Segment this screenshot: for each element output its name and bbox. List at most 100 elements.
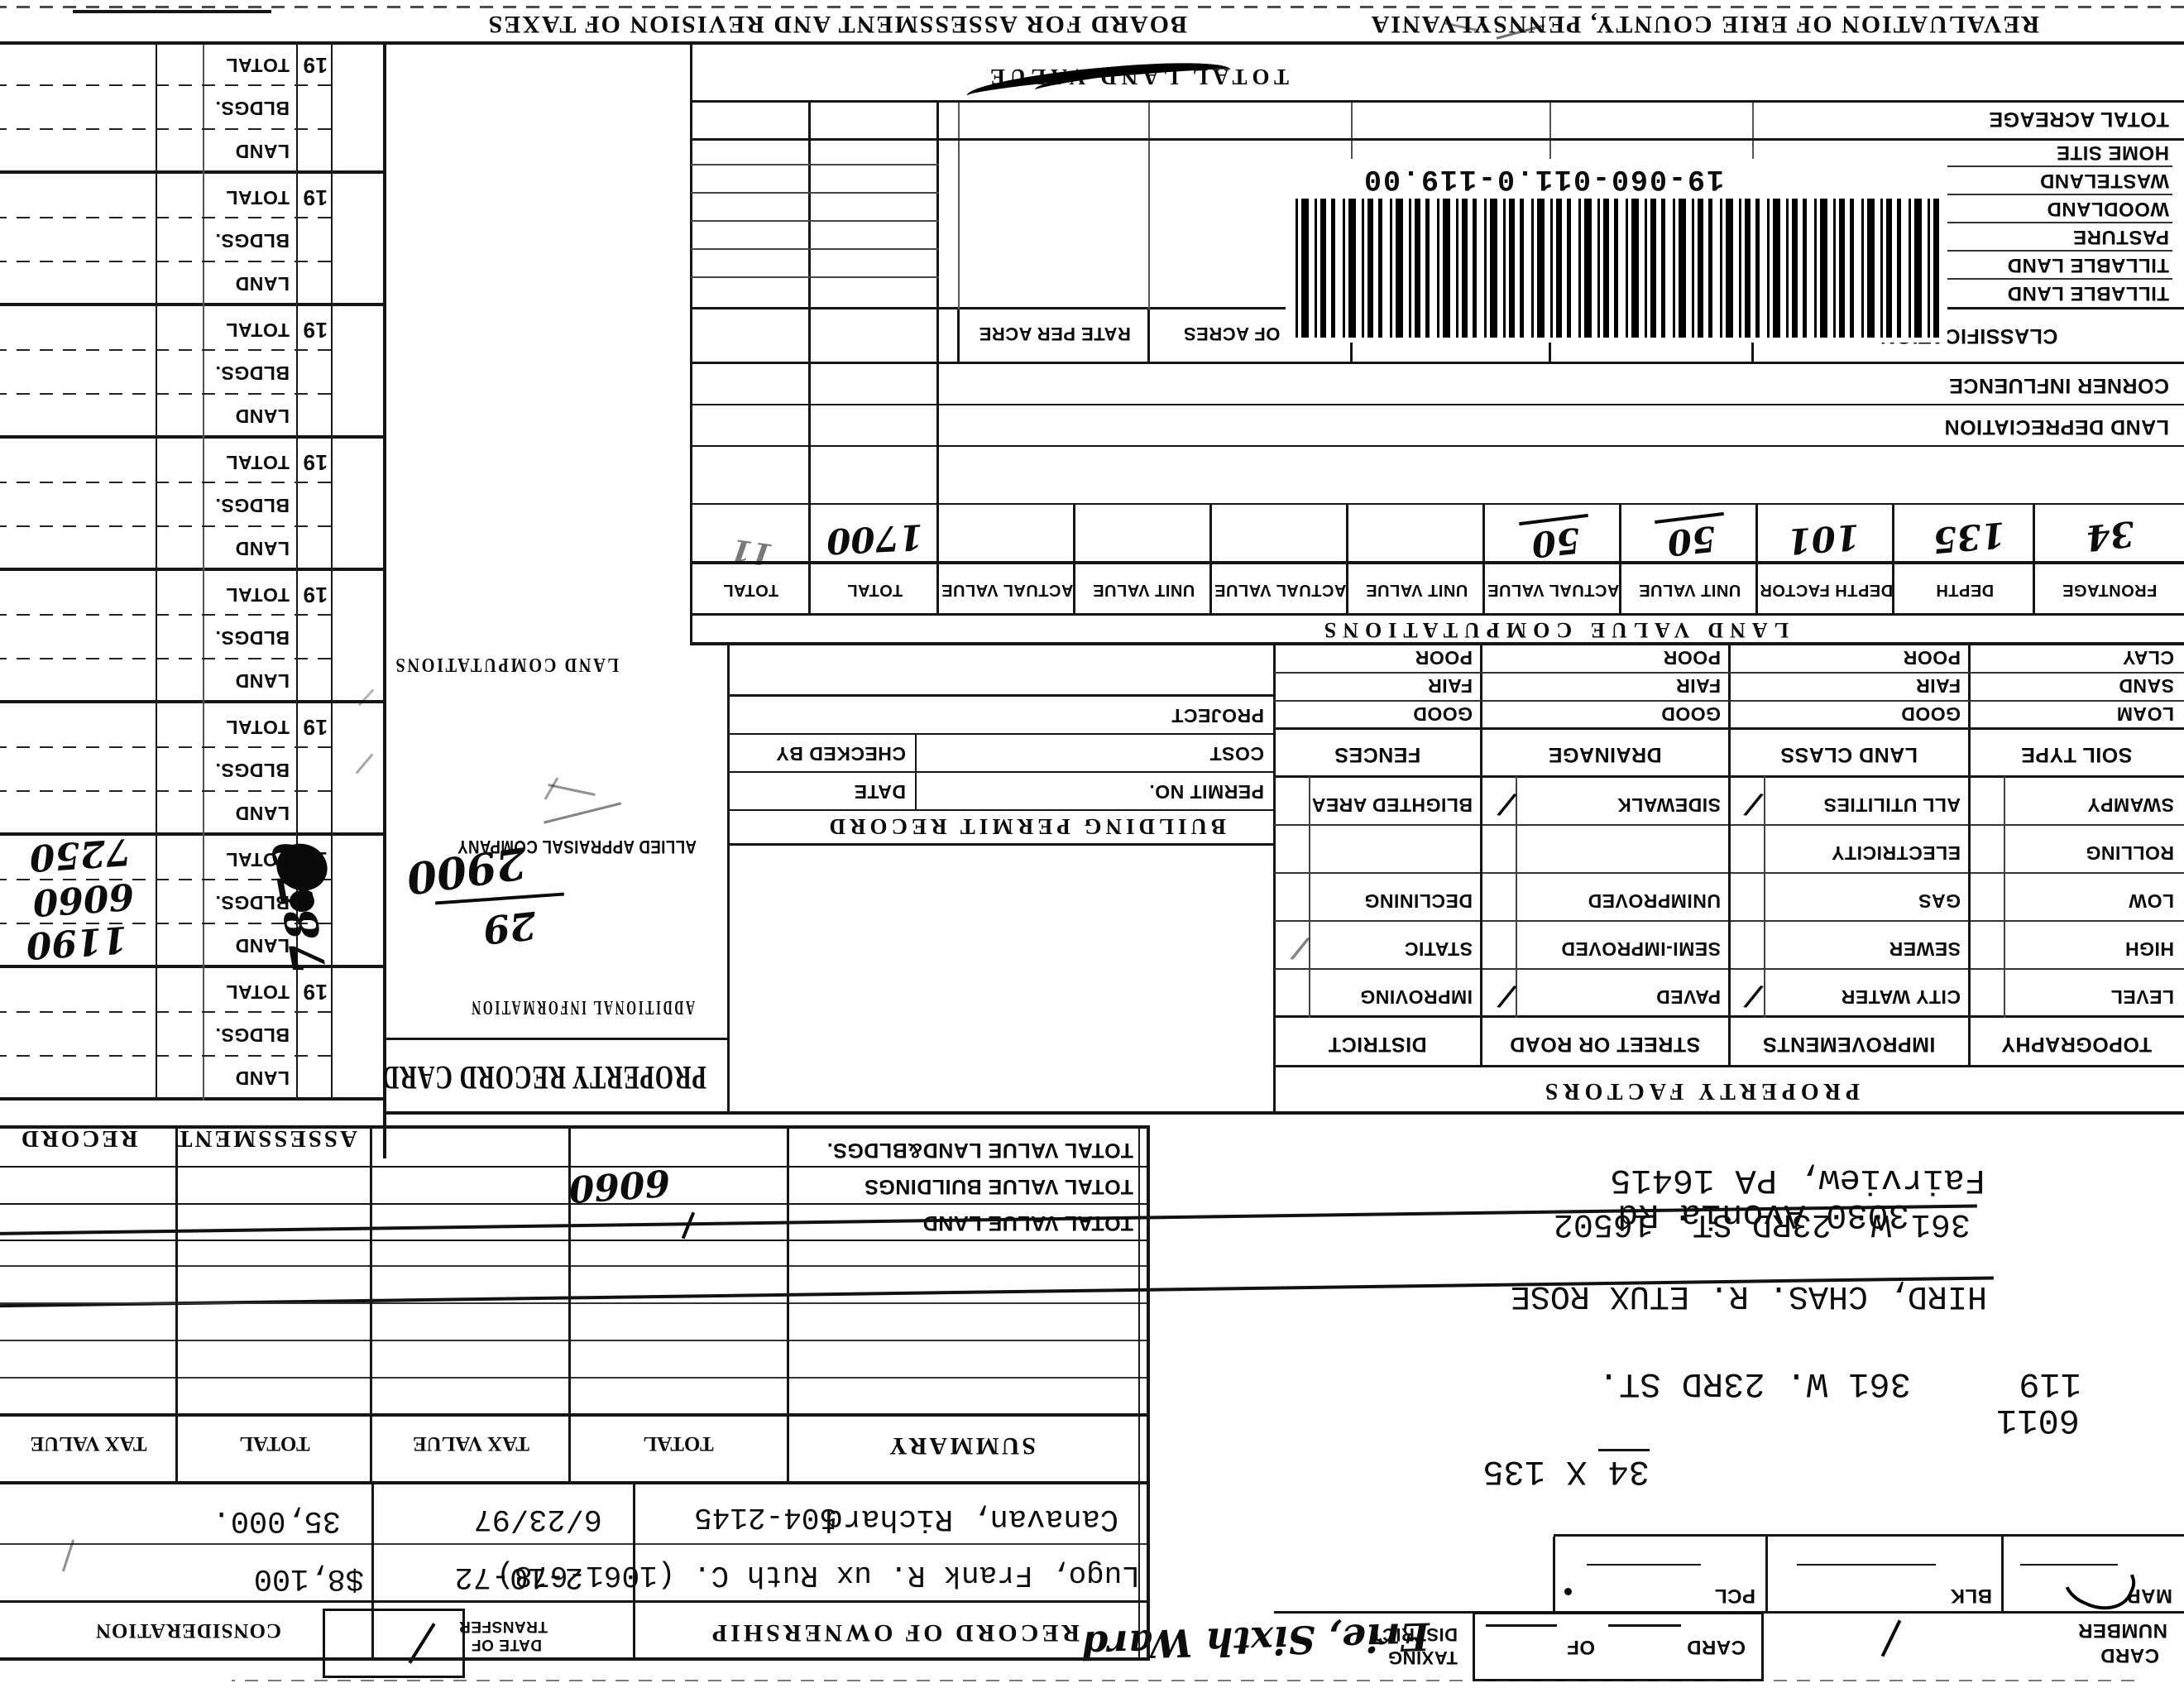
permit-date-label: DATE bbox=[854, 781, 906, 803]
grid-line bbox=[728, 694, 1274, 697]
grid-line bbox=[957, 309, 960, 364]
pcl-label: PCL bbox=[1714, 1585, 1756, 1607]
owner-row-date: 6/23/97 bbox=[473, 1501, 602, 1536]
soil-cell: POOR bbox=[1663, 647, 1721, 669]
grid-line bbox=[0, 790, 331, 792]
grid-line bbox=[691, 503, 2184, 505]
appraisal-company: ALLIED APPRAISAL COMPANY bbox=[457, 837, 697, 857]
house-number: 119 bbox=[2019, 1364, 2081, 1403]
card-of-card-label: CARD bbox=[1686, 1636, 1746, 1658]
soil-cell: FAIR bbox=[1427, 675, 1473, 697]
grid-line bbox=[0, 435, 385, 439]
land-title: LAND VALUE COMPUTATIONS bbox=[1317, 618, 1789, 642]
assessment-year: 19 bbox=[303, 715, 328, 740]
grid-line bbox=[0, 217, 331, 218]
summary-col-taxvalue: TAX VALUE bbox=[413, 1432, 530, 1455]
grid-line bbox=[0, 1302, 1150, 1304]
assessment-year: 19 bbox=[303, 185, 328, 210]
soil-cell: SAND bbox=[2118, 675, 2174, 697]
mail-address-1: 3030 Avonia Rd bbox=[1617, 1195, 1909, 1235]
check-static: / bbox=[1291, 931, 1310, 967]
owner-row-amount: $8,100 bbox=[253, 1561, 364, 1595]
grid-line bbox=[1516, 776, 1517, 1018]
soil-cell: POOR bbox=[1415, 647, 1473, 669]
soil-header: SOIL TYPE bbox=[2020, 743, 2133, 766]
assessment-row-label: TOTAL bbox=[225, 452, 290, 473]
grid-line bbox=[936, 101, 939, 616]
assessment-row-label: LAND bbox=[235, 803, 290, 824]
footer-right: BOARD FOR ASSESSMENT AND REVISION OF TAX… bbox=[486, 11, 1187, 38]
grid-line bbox=[691, 192, 939, 194]
grid-line bbox=[0, 1481, 1150, 1484]
grid-line bbox=[0, 84, 331, 86]
grid-line bbox=[1619, 503, 1621, 616]
assessment-year: 19 bbox=[303, 583, 328, 607]
grid-line bbox=[0, 1377, 1150, 1379]
grid-line bbox=[787, 1129, 789, 1484]
land-depreciation-label: LAND DEPRECIATION bbox=[1944, 415, 2169, 439]
pen-mark bbox=[357, 688, 375, 707]
land-col: UNIT VALUE bbox=[1092, 581, 1195, 599]
pen-scribble bbox=[548, 784, 596, 796]
factors-title: PROPERTY FACTORS bbox=[1540, 1078, 1860, 1104]
soil-cell: GOOD bbox=[1900, 703, 1961, 725]
blk-blank-line bbox=[1797, 1564, 1936, 1566]
date-of-transfer-label: DATE OF bbox=[471, 1636, 542, 1653]
factors-header-street: STREET OR ROAD bbox=[1509, 1033, 1701, 1056]
assessment-row-label: TOTAL bbox=[225, 717, 290, 738]
permit-no-label: PERMIT NO. bbox=[1148, 781, 1264, 803]
factor-option: ELECTRICITY bbox=[1831, 842, 1961, 864]
grid-line bbox=[0, 303, 385, 306]
entry-frontage: 34 bbox=[2084, 513, 2137, 559]
land-col: UNIT VALUE bbox=[1638, 581, 1741, 599]
grid-line bbox=[1892, 503, 1894, 616]
corner-influence-label: CORNER INFLUENCE bbox=[1948, 374, 2169, 397]
grid-line bbox=[0, 1265, 1150, 1267]
class-row: TILLABLE LAND bbox=[2007, 282, 2169, 305]
grid-line bbox=[0, 1240, 1150, 1241]
grid-line bbox=[0, 1340, 1150, 1341]
of-blank-line bbox=[1486, 1624, 1557, 1627]
assessment-row-label: TOTAL bbox=[225, 55, 290, 76]
assessment-title: ASSESSMENT RECORD bbox=[18, 1125, 357, 1152]
street-address: 361 W. 23RD ST. bbox=[1597, 1364, 1911, 1403]
grid-line bbox=[175, 1129, 178, 1484]
assessment-row-label: LAND bbox=[235, 405, 290, 427]
hw-29: 29 bbox=[481, 902, 539, 953]
owner-row-name: Lugo, Frank R. ux Ruth C. (1061-678) bbox=[496, 1558, 1140, 1592]
edge-line bbox=[73, 10, 271, 13]
assessment-land-value: 1190 bbox=[24, 917, 129, 967]
grid-line bbox=[1147, 1125, 1150, 1661]
owner-row-book: 504-2145 bbox=[694, 1500, 837, 1534]
class-row: PASTURE bbox=[2072, 226, 2169, 248]
grid-line bbox=[1765, 1537, 1768, 1614]
owner-row-amount: 35,000. bbox=[212, 1503, 341, 1537]
blk-label: BLK bbox=[1950, 1585, 1992, 1607]
grid-line bbox=[0, 746, 331, 748]
factor-option: SWAMPY bbox=[2086, 794, 2174, 816]
grid-line bbox=[1274, 700, 2184, 702]
grid-line bbox=[691, 138, 2184, 141]
grid-line bbox=[0, 128, 331, 130]
assessment-row-label: LAND bbox=[235, 273, 290, 295]
check-paved: / bbox=[1497, 979, 1516, 1015]
factor-option: SEWER bbox=[1889, 938, 1961, 960]
entry-depth: 135 bbox=[1931, 514, 2007, 561]
pen-underline bbox=[1598, 1449, 1650, 1451]
assessment-row-label: TOTAL bbox=[225, 187, 290, 209]
grid-line bbox=[0, 525, 331, 527]
entry-unit-value: 50 bbox=[1665, 518, 1718, 563]
grid-line bbox=[690, 45, 692, 645]
pen-dot bbox=[1564, 1588, 1572, 1595]
grid-line bbox=[691, 445, 2184, 447]
soil-cell: LOAM bbox=[2116, 703, 2174, 725]
soil-cell: GOOD bbox=[1660, 703, 1721, 725]
footer-left: REVALUATION OF ERIE COUNTY, PENNSYLVANIA bbox=[1369, 11, 2039, 38]
assessment-row-label: LAND bbox=[235, 1067, 290, 1089]
assessment-year: 19 bbox=[303, 53, 328, 78]
pen-scribble bbox=[544, 777, 559, 800]
grid-line bbox=[0, 349, 331, 351]
factor-option: UNIMPROVED bbox=[1588, 890, 1721, 912]
grid-line bbox=[728, 733, 1274, 735]
